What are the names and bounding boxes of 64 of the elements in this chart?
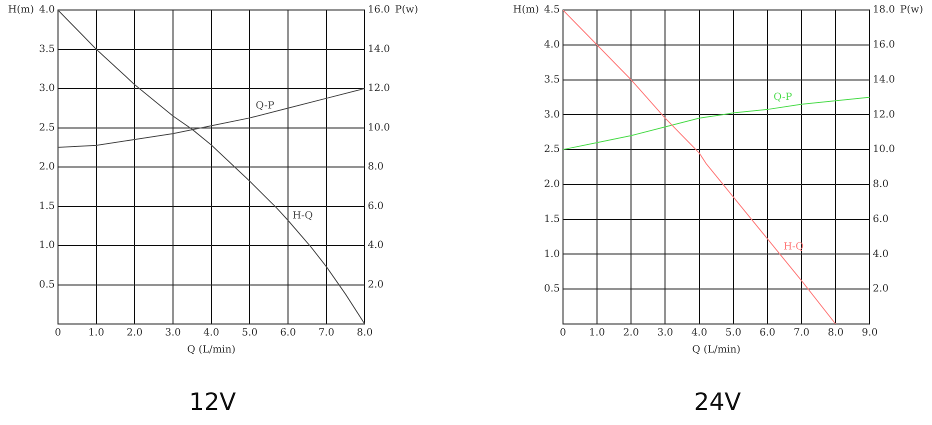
x-tick-label: 4.0 [203, 328, 220, 339]
y2-tick-label: 4.0 [368, 240, 384, 252]
y-tick-label: 3.5 [544, 74, 560, 86]
x-tick-label: 1.0 [589, 328, 605, 339]
y2-axis-title: P(w) [395, 4, 418, 16]
y-tick-label: 1.5 [38, 200, 55, 212]
y2-tick-label: 10.0 [872, 144, 895, 156]
x-tick-label: 2.0 [126, 328, 143, 339]
y-tick-label: 2.0 [38, 162, 55, 173]
y-tick-label: 3.0 [38, 83, 55, 94]
series-label: Q-P [256, 100, 275, 112]
x-tick-label: 3.0 [657, 328, 674, 339]
y2-tick-label: 2.0 [368, 279, 384, 290]
y-tick-label: 3.0 [544, 109, 560, 120]
y-axis-title: H(m) [8, 4, 34, 16]
y-tick-label: 3.5 [38, 44, 55, 55]
y-tick-label: 0.5 [38, 279, 55, 290]
y-tick-label: 0.5 [544, 284, 560, 295]
y-tick-label: 1.5 [544, 214, 560, 225]
y2-tick-label: 8.0 [872, 179, 889, 190]
x-axis-title: Q (L/min) [187, 344, 236, 356]
x-tick-label: 5.0 [725, 328, 742, 339]
x-tick-label: 2.0 [623, 328, 640, 339]
text: 12V [188, 388, 237, 416]
x-tick-label: 4.0 [691, 328, 708, 339]
x-tick-label: 5.0 [242, 328, 258, 339]
y-tick-label: 1.0 [38, 240, 55, 252]
x-tick-label: 9.0 [862, 328, 878, 339]
y2-tick-label: 4.0 [872, 248, 889, 260]
y2-tick-label: 14.0 [368, 44, 390, 55]
y2-tick-label: 12.0 [368, 83, 390, 94]
y-tick-label: 2.0 [544, 179, 560, 190]
y2-tick-label: 16.0 [872, 39, 895, 50]
y-tick-label: 2.5 [544, 144, 560, 156]
y2-tick-label: 10.0 [368, 122, 390, 134]
y2-axis-title: P(w) [900, 4, 924, 16]
series-label: Q-P [773, 92, 792, 104]
y2-tick-label: 18.0 [872, 4, 895, 16]
y2-tick-label: 6.0 [368, 200, 384, 212]
y2-tick-label: 16.0 [368, 4, 390, 16]
text: 24V [693, 388, 742, 416]
x-tick-label: 8.0 [828, 328, 844, 339]
y-tick-label: 4.0 [544, 39, 560, 50]
y2-tick-label: 2.0 [872, 284, 889, 295]
y-tick-label: 4.0 [38, 4, 55, 16]
x-tick-label: 7.0 [794, 328, 810, 339]
x-tick-label: 6.0 [760, 328, 776, 339]
y2-tick-label: 6.0 [872, 214, 889, 225]
x-tick-label: 8.0 [356, 328, 373, 339]
x-tick-label: 0 [54, 328, 62, 339]
x-tick-label: 7.0 [318, 328, 334, 339]
y-tick-label: 1.0 [544, 248, 560, 260]
x-tick-label: 1.0 [88, 328, 104, 339]
x-tick-label: 0 [560, 328, 566, 339]
x-tick-label: 6.0 [280, 328, 296, 339]
y-tick-label: 4.5 [544, 4, 560, 16]
x-tick-label: 3.0 [165, 328, 181, 339]
y2-tick-label: 8.0 [368, 162, 384, 173]
series-label: H-Q [292, 210, 313, 222]
y-tick-label: 2.5 [38, 122, 55, 134]
y2-tick-label: 12.0 [872, 109, 895, 120]
y2-tick-label: 14.0 [872, 74, 895, 86]
x-axis-title: Q (L/min) [692, 344, 741, 356]
y-axis-title: H(m) [512, 4, 540, 16]
